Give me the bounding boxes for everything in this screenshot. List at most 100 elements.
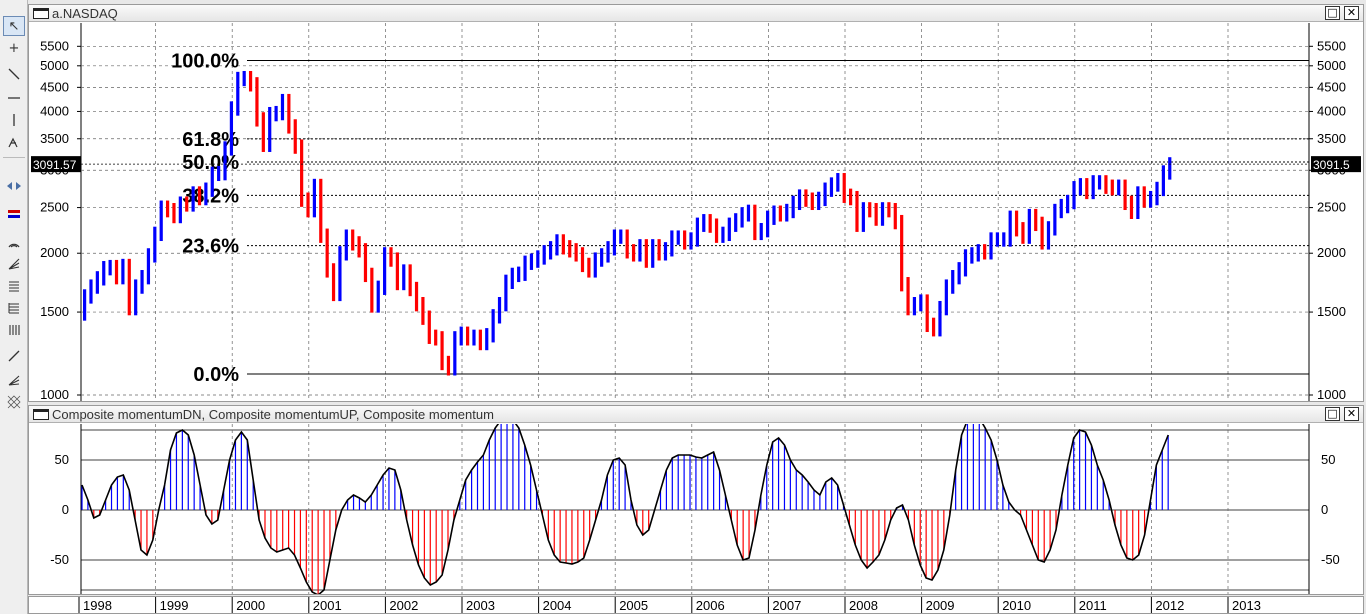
price-bar	[408, 264, 412, 297]
price-bar	[197, 186, 202, 206]
restore-button[interactable]: □	[1325, 407, 1340, 421]
price-bar	[491, 309, 495, 343]
price-bar	[1046, 221, 1051, 250]
price-bar	[1059, 198, 1063, 219]
price-chart-pane[interactable]: a.NASDAQ □ ✕ 5500 5500 5000 5000 4500 4500 400…	[28, 4, 1364, 402]
price-tick-label-left: 5000	[40, 58, 69, 73]
price-bar	[466, 326, 470, 346]
close-button[interactable]: ✕	[1344, 6, 1359, 20]
price-bar	[542, 245, 546, 265]
price-pane-titlebar[interactable]: a.NASDAQ □ ✕	[29, 5, 1363, 22]
fibonacci-level-label: 23.6%	[182, 236, 239, 258]
year-tick-label: 2011	[1079, 598, 1107, 613]
price-bar	[1053, 203, 1057, 236]
price-bar	[753, 204, 757, 241]
price-bar	[963, 249, 968, 277]
price-bar	[1002, 232, 1006, 247]
price-bar	[976, 244, 980, 262]
parallel-lines-tool-icon[interactable]	[3, 320, 25, 340]
price-bar	[695, 217, 699, 247]
price-bar	[663, 242, 668, 261]
price-bar	[280, 93, 285, 121]
price-bar	[1014, 210, 1019, 237]
line-tool-icon[interactable]	[3, 346, 25, 366]
price-bar	[855, 190, 859, 232]
price-bar	[478, 329, 482, 351]
price-bar	[351, 229, 355, 251]
fibonacci-level-label: 100.0%	[171, 50, 239, 72]
price-bar	[229, 101, 234, 156]
close-button[interactable]: ✕	[1344, 407, 1359, 421]
vertical-line-tool-icon[interactable]	[3, 110, 25, 130]
momentum-chart-pane[interactable]: Composite momentumDN, Composite momentum…	[28, 405, 1364, 595]
price-bar	[159, 200, 163, 242]
price-bar	[893, 203, 897, 230]
crosshair-tool-icon[interactable]: +	[8, 40, 20, 56]
price-bar	[727, 217, 731, 242]
price-bar	[638, 239, 642, 262]
price-bar	[887, 202, 891, 218]
price-bar	[1097, 175, 1102, 190]
time-axis[interactable]: 1998 1999 2000 2001 2002 2003 2004 2005 2006 2007…	[28, 596, 1364, 614]
bar-style-tool-icon[interactable]	[3, 204, 25, 224]
price-bar	[938, 300, 942, 337]
price-bar	[140, 270, 144, 294]
year-tick-label: 2009	[926, 598, 955, 613]
price-bar	[1034, 208, 1038, 232]
price-bar	[797, 189, 802, 211]
price-bar	[517, 266, 521, 283]
restore-button[interactable]: □	[1325, 6, 1340, 20]
trendline-tool-icon[interactable]	[3, 64, 25, 84]
price-bar	[555, 234, 559, 256]
year-tick-label: 1998	[83, 598, 112, 613]
drawing-toolbar: ↖ +	[0, 0, 28, 614]
price-bar	[734, 213, 738, 232]
speed-lines-tool-icon[interactable]	[3, 298, 25, 318]
price-bar	[510, 267, 514, 289]
price-bar	[287, 93, 291, 134]
fibonacci-retracement-tool-icon[interactable]	[3, 276, 25, 296]
arc-tool-icon[interactable]	[3, 232, 25, 252]
price-bar	[1008, 210, 1012, 247]
price-bar	[1021, 222, 1025, 244]
price-bar	[236, 71, 240, 116]
price-bar	[331, 263, 336, 302]
price-bar	[395, 252, 399, 291]
horizontal-line-tool-icon[interactable]	[3, 88, 25, 108]
year-tick-label: 2008	[849, 598, 878, 613]
composite-momentum-line	[81, 424, 1169, 594]
price-bar	[274, 105, 278, 122]
price-bar	[1091, 175, 1095, 200]
price-bar	[970, 247, 974, 264]
price-bar	[440, 331, 444, 371]
price-bar	[842, 173, 846, 203]
momentum-pane-titlebar[interactable]: Composite momentumDN, Composite momentum…	[29, 406, 1363, 423]
price-tick-label-left: 1000	[40, 387, 69, 401]
scroll-arrows-tool-icon[interactable]	[3, 176, 25, 196]
price-bar	[670, 230, 674, 257]
pattern-tool-icon[interactable]	[3, 392, 25, 412]
momentum-chart-canvas[interactable]: 50 50 0 0 -50 -50	[29, 424, 1363, 594]
pointer-tool-icon[interactable]: ↖	[3, 16, 25, 36]
gann-fan-tool-icon[interactable]	[3, 370, 25, 390]
price-bar	[383, 247, 387, 295]
price-bar	[472, 329, 476, 346]
price-tick-label-left: 2000	[40, 245, 69, 260]
momentum-tick-label-right: 50	[1321, 452, 1335, 467]
fibonacci-time-tool-icon[interactable]	[3, 132, 25, 152]
price-bar	[714, 218, 719, 243]
fan-tool-icon[interactable]	[3, 254, 25, 274]
price-bar	[1027, 208, 1031, 244]
price-bar	[900, 214, 904, 292]
price-bar	[676, 230, 680, 245]
price-bar	[261, 112, 265, 152]
price-bar	[587, 257, 591, 278]
momentum-tick-label-left: 50	[55, 452, 69, 467]
price-bar	[619, 229, 623, 244]
price-chart-canvas[interactable]: 5500 5500 5000 5000 4500 4500 4000 4000 3500 3500…	[29, 23, 1363, 401]
price-bar	[951, 270, 955, 294]
price-bar	[255, 77, 259, 127]
price-bar	[1123, 179, 1127, 211]
price-bar	[293, 119, 297, 154]
